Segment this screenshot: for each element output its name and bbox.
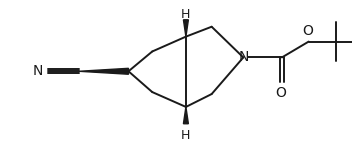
Text: O: O xyxy=(275,86,286,100)
Polygon shape xyxy=(183,20,188,37)
Polygon shape xyxy=(79,68,129,74)
Text: H: H xyxy=(181,129,190,142)
Text: N: N xyxy=(238,50,249,64)
Text: N: N xyxy=(33,64,43,78)
Text: O: O xyxy=(302,24,313,38)
Polygon shape xyxy=(183,107,188,124)
Text: H: H xyxy=(181,8,190,21)
